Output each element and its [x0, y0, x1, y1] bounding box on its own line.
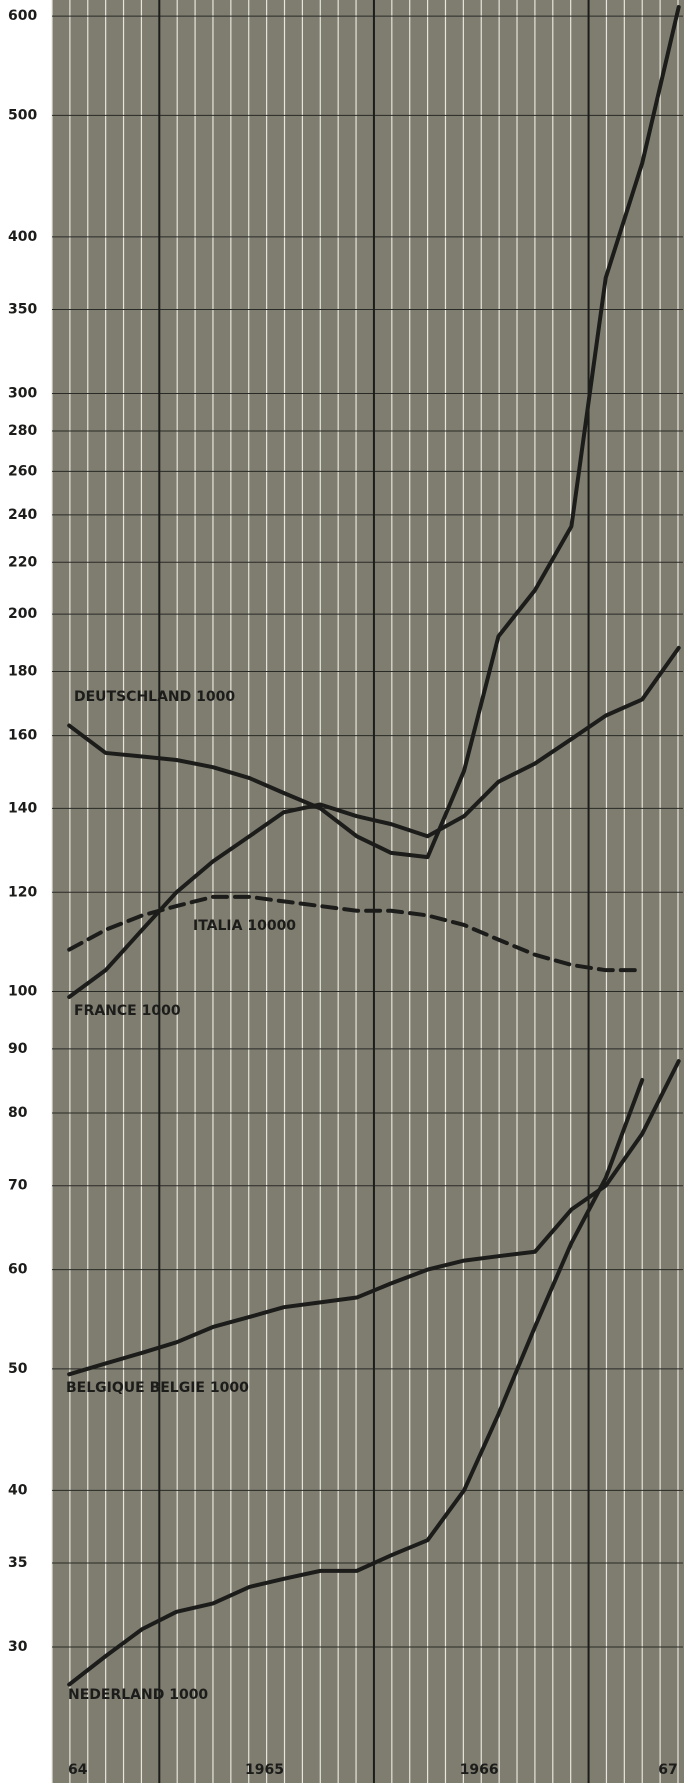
series-label: BELGIQUE BELGIE 1000: [66, 1380, 249, 1396]
x-tick-label: 1965: [245, 1762, 284, 1778]
y-tick-label: 35: [8, 1555, 27, 1571]
y-tick-label: 300: [8, 385, 37, 401]
y-tick-label: 400: [8, 229, 37, 245]
y-tick-label: 90: [8, 1041, 28, 1057]
y-tick-label: 260: [8, 463, 37, 479]
series-line: [67, 5, 681, 860]
series-label: DEUTSCHLAND 1000: [74, 689, 235, 705]
x-tick-label: 64: [68, 1762, 88, 1778]
series-line: [67, 645, 681, 999]
y-tick-label: 180: [8, 664, 37, 680]
y-tick-label: 240: [8, 507, 37, 523]
series-line: [67, 1078, 645, 1687]
y-tick-label: 40: [8, 1482, 28, 1498]
y-tick-label: 50: [8, 1361, 28, 1377]
plot-background: [52, 0, 684, 1783]
y-tick-label: 500: [8, 107, 37, 123]
series-label: NEDERLAND 1000: [68, 1687, 208, 1703]
y-tick-label: 30: [8, 1639, 28, 1655]
series-label: FRANCE 1000: [74, 1003, 181, 1019]
series-line: [67, 1059, 681, 1377]
y-tick-label: 160: [8, 728, 37, 744]
y-tick-label: 600: [8, 8, 37, 24]
y-tick-label: 200: [8, 606, 37, 622]
y-tick-label: 220: [8, 554, 37, 570]
y-tick-label: 80: [8, 1105, 28, 1121]
x-tick-label: 1966: [460, 1762, 499, 1778]
x-tick-label: 67: [658, 1762, 677, 1778]
y-tick-label: 280: [8, 423, 37, 439]
y-tick-label: 350: [8, 302, 37, 318]
series-label: ITALIA 10000: [193, 918, 296, 934]
y-tick-label: 100: [8, 984, 37, 1000]
y-tick-label: 60: [8, 1262, 28, 1278]
y-tick-label: 140: [8, 800, 37, 816]
series-line: [67, 894, 645, 973]
y-tick-label: 120: [8, 884, 37, 900]
y-tick-label: 70: [8, 1178, 28, 1194]
